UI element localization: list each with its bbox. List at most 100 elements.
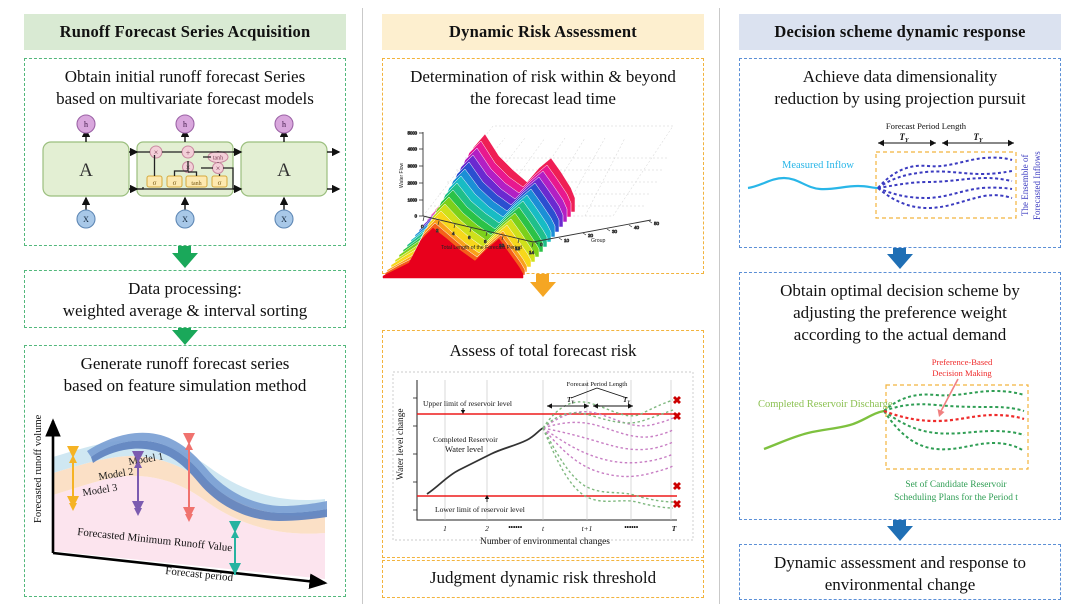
forecast-period-label: Forecast Period Length [886, 121, 967, 131]
lstm-inputs: X X X [76, 196, 294, 229]
x-tick-labels: 1 2 •••••• t t+1 •••••• T [443, 523, 677, 533]
box-text: Dynamic assessment and response to envir… [740, 545, 1060, 602]
box-text: Generate runoff forecast series based on… [25, 346, 345, 403]
connector-stem [178, 246, 191, 253]
svg-text:1000: 1000 [408, 197, 418, 202]
svg-text:×: × [154, 148, 159, 157]
box-obtain-optimal-scheme: Obtain optimal decision scheme by adjust… [739, 272, 1061, 520]
svg-text:1: 1 [443, 524, 447, 533]
y-axis-label: Forecasted runoff volume [33, 414, 44, 523]
box-text: Obtain initial runoff forecast Series ba… [25, 59, 345, 116]
column-divider-2 [719, 8, 720, 604]
svg-text:2: 2 [485, 524, 489, 533]
figure-decision-scheme: Preference-Based Decision Making Complet… [740, 351, 1060, 519]
column-decision: Decision scheme dynamic response Achieve… [725, 0, 1075, 611]
completed-label-2: Water level [445, 445, 484, 454]
svg-text:TY: TY [567, 396, 575, 405]
svg-text:tanh: tanh [191, 181, 201, 187]
x-axis-label: Number of environmental changes [480, 536, 610, 547]
svg-text:TY: TY [623, 396, 631, 405]
svg-text:3000: 3000 [408, 163, 418, 168]
box-dynamic-assessment-response: Dynamic assessment and response to envir… [739, 544, 1061, 600]
lstm-cell-center: σ σ tanh σ × + × × tanh [136, 140, 235, 197]
ridge-slices [382, 133, 576, 278]
svg-text:50: 50 [654, 221, 660, 226]
svg-text:TY: TY [973, 132, 984, 144]
figure-runoff-bands: Model 1 Model 2 Model 3 [25, 403, 345, 589]
preferred-scheme-curve [883, 410, 1025, 423]
preference-label-2: Decision Making [932, 368, 992, 378]
measured-inflow-curve [747, 176, 879, 190]
svg-text:8: 8 [484, 239, 487, 244]
svg-text:h: h [84, 120, 88, 129]
y-axis-label: Water level change [396, 408, 406, 480]
line: based on multivariate forecast models [56, 88, 314, 108]
connector-arrow-2 [887, 526, 913, 541]
box-text: Determination of risk within & beyond th… [383, 59, 703, 116]
candidate-frame [885, 384, 1029, 470]
svg-text:20: 20 [588, 233, 594, 238]
connector-arrow-1 [172, 253, 198, 268]
lstm-hidden-outputs: h h h [76, 113, 294, 142]
column-header-runoff: Runoff Forecast Series Acquisition [24, 14, 346, 50]
line: reduction by using projection pursuit [774, 88, 1026, 108]
box-obtain-initial-runoff: Obtain initial runoff forecast Series ba… [24, 58, 346, 246]
svg-text:10: 10 [564, 238, 570, 243]
svg-text:A: A [277, 160, 291, 181]
figure-lstm: A σ σ tanh σ [25, 113, 345, 229]
connector-stem [893, 520, 906, 526]
line: according to the actual demand [793, 324, 1007, 344]
discharge-label: Completed Reservoir Discharge [758, 399, 893, 410]
svg-text:••••••: •••••• [624, 523, 639, 532]
svg-text:X: X [182, 215, 188, 224]
svg-text:10: 10 [499, 243, 505, 248]
svg-text:40: 40 [634, 225, 640, 230]
ensemble-curves [877, 156, 1013, 209]
svg-text:+: + [186, 148, 191, 157]
box-achieve-dimensionality-reduction: Achieve data dimensionality reduction by… [739, 58, 1061, 248]
line: Determination of risk within & beyond [410, 67, 676, 86]
column-header-decision: Decision scheme dynamic response [739, 14, 1061, 50]
box-judgment-risk-threshold: Judgment dynamic risk threshold [382, 560, 704, 598]
svg-text:σ: σ [218, 179, 222, 187]
svg-text:0: 0 [540, 242, 543, 247]
svg-text:tanh: tanh [213, 155, 223, 161]
lstm-cell-right: A [240, 140, 328, 197]
svg-text:X: X [83, 215, 89, 224]
upper-limit-label: Upper limit of reservoir level [423, 399, 512, 408]
svg-text:5000: 5000 [408, 130, 418, 135]
line: Assess of total forecast risk [449, 341, 637, 360]
svg-text:A: A [79, 160, 93, 181]
svg-text:2000: 2000 [408, 180, 418, 185]
lower-limit-label: Lower limit of reservoir level [435, 505, 525, 514]
svg-text:••••••: •••••• [508, 523, 523, 532]
svg-text:6: 6 [468, 235, 471, 240]
svg-text:✖: ✖ [672, 481, 681, 493]
box-data-processing: Data processing: weighted average & inte… [24, 270, 346, 328]
box-text: Data processing: weighted average & inte… [25, 271, 345, 328]
candidate-label-1: Set of Candidate Reservoir [905, 479, 1007, 490]
figure-reservoir-levels: ✖ ✖ ✖ ✖ Forecast Period Length [383, 368, 703, 556]
svg-text:14: 14 [529, 250, 535, 255]
line: based on feature simulation method [63, 375, 307, 395]
line: the forecast lead time [470, 88, 616, 108]
discharge-curve [763, 410, 885, 451]
box-generate-runoff-series: Generate runoff forecast series based on… [24, 345, 346, 597]
svg-text:t+1: t+1 [582, 524, 593, 533]
connector-stem [536, 274, 549, 282]
svg-text:0: 0 [415, 213, 418, 218]
box-text: Judgment dynamic risk threshold [383, 561, 703, 595]
svg-text:TY: TY [899, 132, 910, 144]
measured-inflow-label: Measured Inflow [782, 160, 854, 171]
connector-stem [893, 248, 906, 254]
box-assess-total-risk: Assess of total forecast risk [382, 330, 704, 558]
svg-text:×: × [216, 164, 221, 173]
svg-text:12: 12 [515, 246, 521, 251]
line: adjusting the preference weight [793, 302, 1007, 322]
x-axis-label: Total Length of the Forecast Period [441, 245, 522, 251]
svg-text:4: 4 [452, 231, 455, 236]
box-text: Assess of total forecast risk [383, 331, 703, 368]
svg-text:T: T [672, 524, 677, 533]
svg-text:h: h [282, 120, 286, 129]
